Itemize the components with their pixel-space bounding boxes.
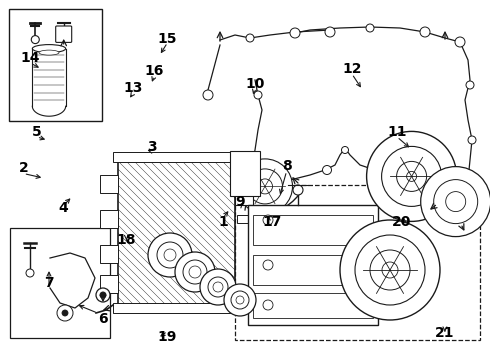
Circle shape — [236, 296, 244, 304]
Ellipse shape — [32, 45, 66, 53]
Circle shape — [382, 147, 441, 206]
Text: 11: 11 — [387, 126, 407, 139]
Bar — [253, 255, 373, 285]
Circle shape — [396, 161, 427, 192]
Bar — [113, 152, 240, 162]
Text: 7: 7 — [44, 276, 54, 289]
Circle shape — [175, 252, 215, 292]
Circle shape — [290, 28, 300, 38]
Bar — [235, 185, 480, 340]
Bar — [248, 205, 378, 325]
Circle shape — [446, 192, 466, 212]
Circle shape — [421, 167, 490, 237]
Bar — [113, 303, 240, 313]
Circle shape — [246, 34, 254, 42]
Circle shape — [100, 292, 106, 298]
Bar — [100, 210, 118, 228]
Text: 4: 4 — [59, 201, 69, 215]
Circle shape — [157, 242, 183, 268]
Circle shape — [224, 284, 256, 316]
Bar — [10, 228, 110, 338]
Bar — [253, 215, 373, 245]
Text: 14: 14 — [21, 51, 40, 65]
Circle shape — [96, 288, 110, 302]
Bar — [100, 175, 118, 193]
Bar — [100, 245, 118, 263]
Circle shape — [231, 291, 249, 309]
Text: 12: 12 — [342, 62, 362, 76]
Circle shape — [407, 171, 416, 181]
Text: 1: 1 — [218, 216, 228, 229]
Text: 17: 17 — [262, 216, 282, 229]
Bar — [118, 160, 235, 305]
Circle shape — [282, 272, 298, 288]
Bar — [253, 293, 373, 318]
Circle shape — [455, 37, 465, 47]
Ellipse shape — [322, 166, 332, 175]
Ellipse shape — [258, 179, 272, 194]
Circle shape — [263, 260, 273, 270]
Ellipse shape — [39, 50, 59, 55]
Text: 19: 19 — [158, 330, 177, 343]
Circle shape — [366, 24, 374, 32]
Text: 9: 9 — [235, 195, 245, 208]
Text: 21: 21 — [435, 326, 455, 340]
Circle shape — [466, 81, 474, 89]
Bar — [237, 215, 251, 223]
Text: 6: 6 — [98, 312, 108, 325]
Text: 10: 10 — [245, 77, 265, 90]
Circle shape — [287, 277, 293, 283]
Text: 8: 8 — [282, 159, 292, 173]
Ellipse shape — [325, 27, 335, 37]
Circle shape — [26, 269, 34, 277]
Circle shape — [164, 249, 176, 261]
Circle shape — [148, 233, 192, 277]
Text: 18: 18 — [117, 234, 136, 247]
Circle shape — [355, 235, 425, 305]
FancyBboxPatch shape — [56, 26, 72, 42]
Text: 16: 16 — [145, 64, 164, 78]
Bar — [235, 170, 253, 205]
Circle shape — [62, 310, 68, 316]
Bar — [230, 152, 260, 197]
Circle shape — [293, 185, 303, 195]
Circle shape — [367, 131, 457, 221]
Circle shape — [434, 180, 478, 224]
Circle shape — [208, 277, 228, 297]
Text: 13: 13 — [123, 81, 143, 95]
Circle shape — [183, 260, 207, 284]
Circle shape — [340, 220, 440, 320]
Circle shape — [31, 36, 39, 44]
Bar — [9, 9, 102, 121]
Circle shape — [203, 90, 213, 100]
Ellipse shape — [342, 147, 348, 153]
Ellipse shape — [247, 169, 283, 204]
Ellipse shape — [238, 159, 293, 214]
Circle shape — [263, 300, 273, 310]
Circle shape — [254, 91, 262, 99]
Circle shape — [420, 27, 430, 37]
Circle shape — [370, 250, 410, 290]
Circle shape — [57, 305, 73, 321]
Text: 3: 3 — [147, 140, 157, 154]
Circle shape — [200, 269, 236, 305]
Text: 20: 20 — [392, 216, 412, 229]
Text: 2: 2 — [19, 162, 28, 175]
Circle shape — [468, 136, 476, 144]
Circle shape — [382, 262, 398, 278]
Circle shape — [213, 282, 223, 292]
Bar — [100, 275, 118, 293]
Text: 5: 5 — [32, 126, 42, 139]
Circle shape — [189, 266, 201, 278]
Circle shape — [263, 215, 273, 225]
Text: 15: 15 — [158, 32, 177, 46]
